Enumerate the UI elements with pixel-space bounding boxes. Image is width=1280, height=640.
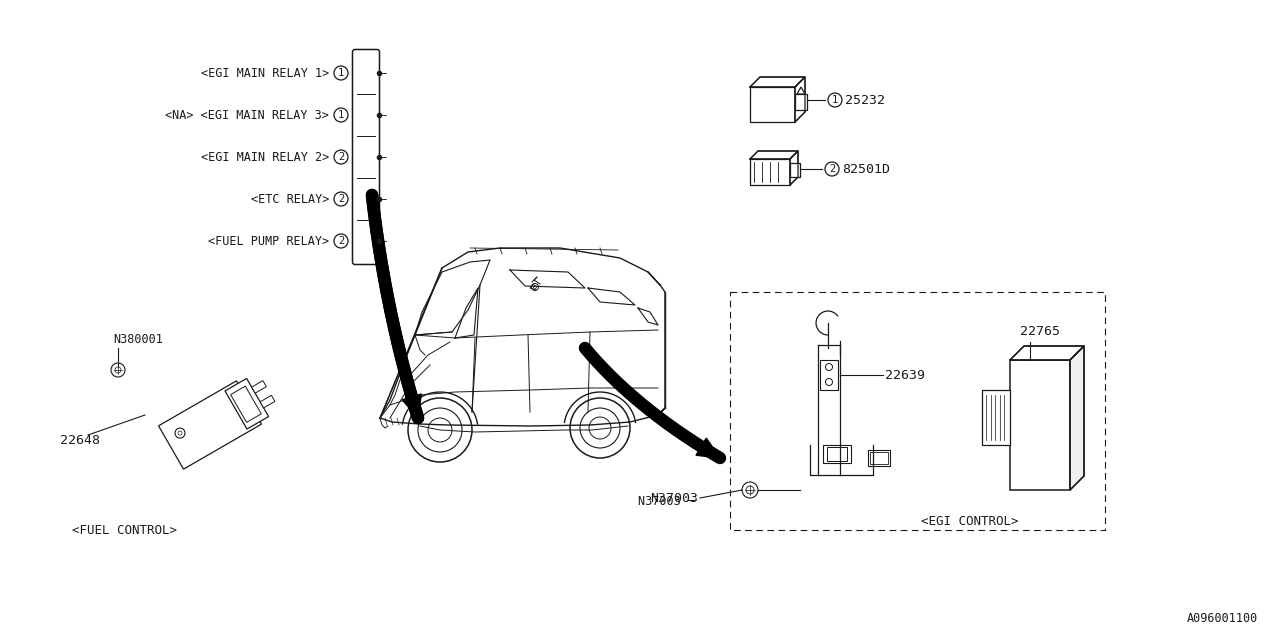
- Text: <NA> <EGI MAIN RELAY 3>: <NA> <EGI MAIN RELAY 3>: [165, 109, 329, 122]
- Text: N37003 ─: N37003 ─: [637, 495, 695, 508]
- Text: A096001100: A096001100: [1187, 612, 1258, 625]
- Polygon shape: [1070, 346, 1084, 490]
- Text: 2: 2: [338, 194, 344, 204]
- Text: 2: 2: [338, 152, 344, 162]
- Text: 2: 2: [829, 164, 835, 174]
- Polygon shape: [696, 438, 719, 458]
- Bar: [1010, 360, 1070, 490]
- Polygon shape: [1010, 346, 1084, 360]
- Polygon shape: [750, 77, 805, 87]
- Text: <FUEL CONTROL>: <FUEL CONTROL>: [72, 524, 177, 536]
- Bar: [790, 163, 800, 177]
- Polygon shape: [225, 378, 269, 429]
- Polygon shape: [795, 77, 805, 122]
- Text: <EGI MAIN RELAY 2>: <EGI MAIN RELAY 2>: [201, 150, 329, 163]
- Bar: [750, 159, 790, 185]
- Text: <FUEL PUMP RELAY>: <FUEL PUMP RELAY>: [207, 234, 329, 248]
- Text: 22639: 22639: [884, 369, 925, 381]
- Bar: [982, 390, 1010, 445]
- Text: <ETC RELAY>: <ETC RELAY>: [251, 193, 329, 205]
- Text: 1: 1: [832, 95, 838, 105]
- Bar: [823, 445, 851, 463]
- Text: 25232: 25232: [845, 93, 884, 106]
- Polygon shape: [790, 151, 797, 185]
- Text: 82501D: 82501D: [842, 163, 890, 175]
- Text: N37003: N37003: [650, 492, 698, 504]
- Text: 22648: 22648: [60, 433, 100, 447]
- Polygon shape: [750, 151, 797, 159]
- Bar: [870, 452, 888, 464]
- Polygon shape: [252, 381, 266, 393]
- Bar: [795, 94, 806, 110]
- Polygon shape: [159, 381, 261, 469]
- Text: 1: 1: [338, 110, 344, 120]
- Polygon shape: [797, 87, 805, 94]
- Polygon shape: [402, 394, 421, 418]
- Polygon shape: [260, 396, 275, 408]
- Bar: [820, 360, 838, 390]
- Bar: [750, 87, 795, 122]
- Text: N380001: N380001: [113, 333, 163, 346]
- Text: <EGI CONTROL>: <EGI CONTROL>: [922, 515, 1019, 528]
- Bar: [868, 450, 890, 466]
- Text: 2: 2: [338, 236, 344, 246]
- Text: <EGI MAIN RELAY 1>: <EGI MAIN RELAY 1>: [201, 67, 329, 79]
- Text: 1: 1: [338, 68, 344, 78]
- Text: 22765: 22765: [1020, 325, 1060, 338]
- Polygon shape: [230, 386, 261, 422]
- Bar: [827, 447, 847, 461]
